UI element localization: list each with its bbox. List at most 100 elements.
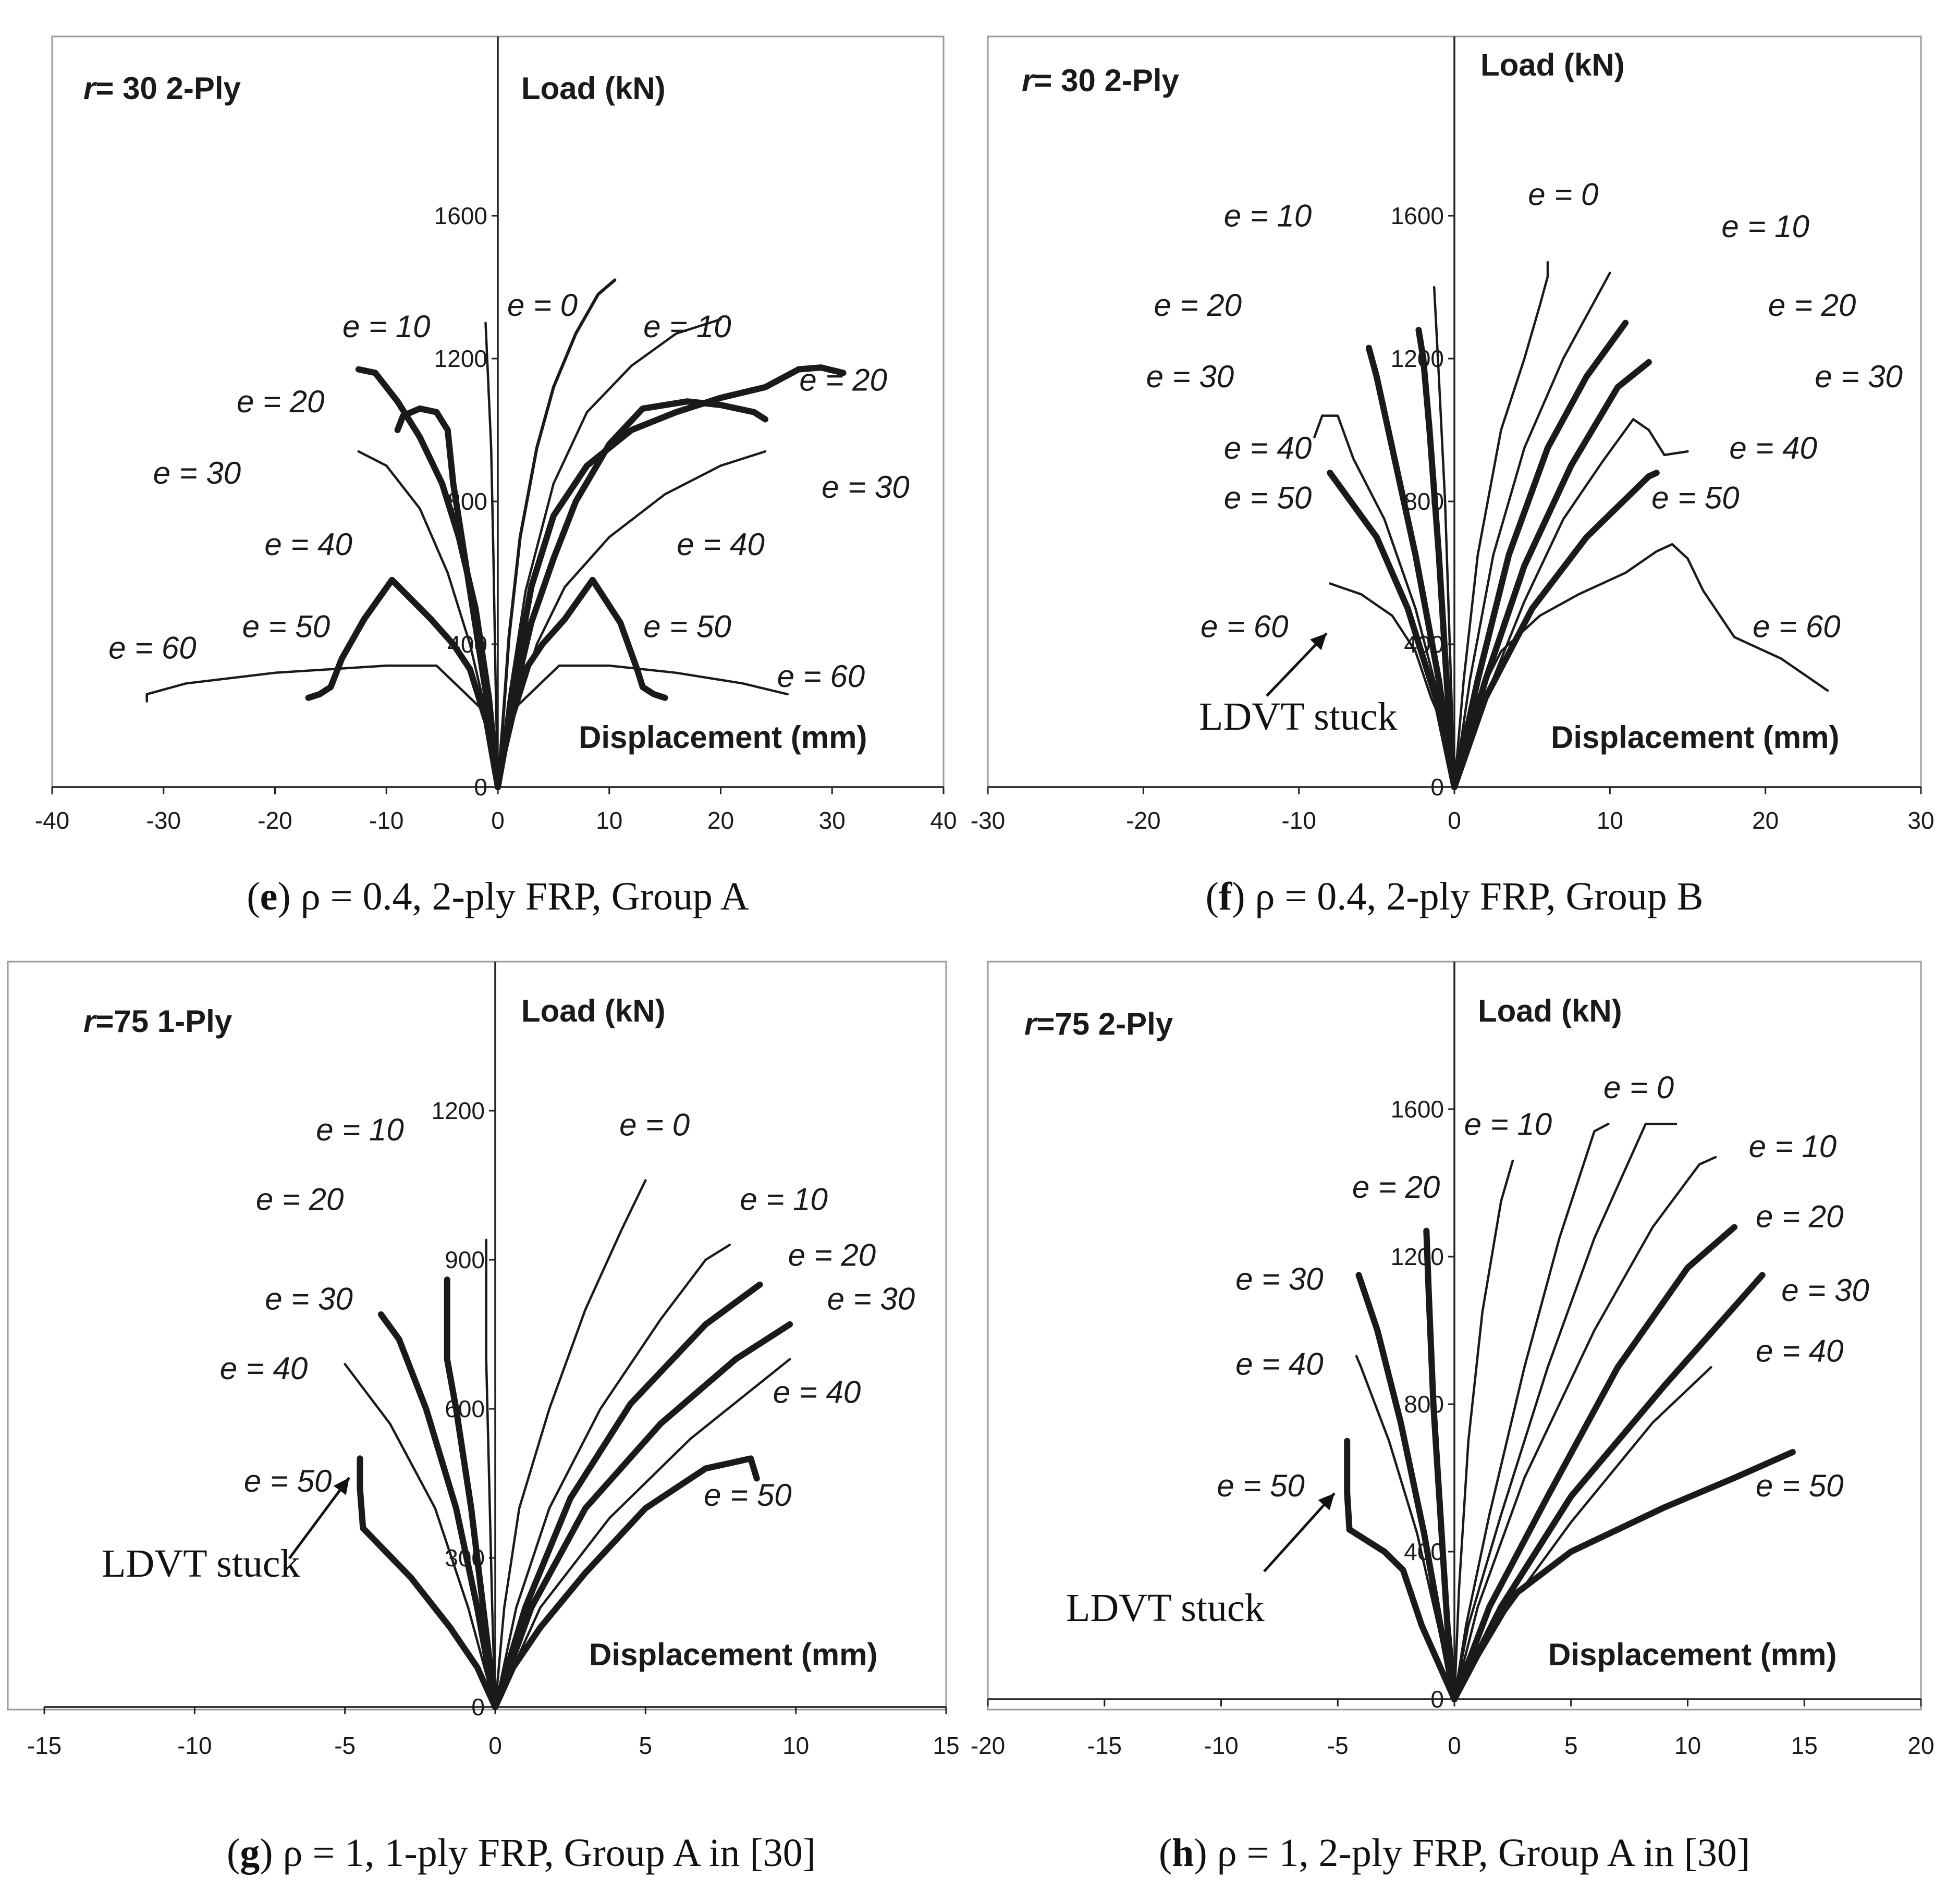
x-tick-label: -40 [35,807,69,834]
series-line-left [1344,1438,1458,1702]
curve-label: e = 60 [777,659,865,694]
curve-label: e = 50 [1756,1468,1844,1503]
y-axis-title: Load (kN) [521,71,666,106]
caption-text: ρ = 0.4, 2-ply FRP, Group A [301,875,749,918]
curve-label: e = 60 [1753,609,1841,644]
curve-label: e = 20 [1352,1170,1440,1205]
y-axis-title: Load (kN) [521,993,666,1028]
y-tick-label: 0 [1430,773,1444,801]
curve-label: e = 50 [1651,481,1740,515]
series-line-left [444,1276,498,1710]
series-line-right [1451,470,1660,790]
x-axis-title: Displacement (mm) [1551,720,1839,755]
panel-title: r= 30 2-Ply [83,71,241,106]
curve-label: e = 10 [342,309,431,344]
y-tick-label: 0 [474,773,487,801]
curve-label: e = 30 [827,1281,915,1316]
annotation-arrow [1263,1492,1336,1573]
series-line-right [1451,359,1652,790]
curve-label: e = 40 [1235,1346,1324,1381]
curve-label: e = 20 [256,1182,344,1217]
series-line-right [496,278,617,789]
x-tick-label: -10 [369,807,403,834]
caption-text: ρ = 0.4, 2-ply FRP, Group B [1255,875,1704,918]
curve-label: e = 0 [619,1108,690,1143]
plot-frame [7,961,947,1711]
series-line-right [1451,1449,1796,1702]
curve-label: e = 30 [265,1281,353,1316]
series-line-right [1451,320,1629,790]
curve-label: e = 40 [220,1351,308,1386]
x-tick-label: 15 [933,1732,959,1759]
x-axis-title: Displacement (mm) [579,720,867,755]
x-tick-label: -20 [1126,807,1160,834]
panel-title-r: r [1024,1006,1038,1041]
panel-title-r: r [83,71,97,106]
x-tick-label: -5 [334,1732,356,1759]
x-tick-label: 0 [491,807,505,834]
panel-caption: (e) ρ = 0.4, 2-ply FRP, Group A [247,875,749,918]
y-tick-label: 1200 [1391,1243,1444,1270]
curve-label: e = 20 [1756,1199,1844,1234]
x-tick-label: 10 [782,1732,809,1759]
curve-label: e = 40 [1224,431,1312,465]
series-line-right [492,1281,763,1710]
series-line-left [485,1238,497,1709]
annotation-arrowhead [333,1478,349,1495]
panel-caption: (h) ρ = 1, 2-ply FRP, Group A in [30] [1159,1831,1750,1875]
series-line-right [1453,1123,1678,1701]
series-line-right [495,364,847,790]
panel-title-rest: =75 1-Ply [95,1004,232,1039]
series-line-right [1453,272,1611,789]
panel-caption: (f) ρ = 0.4, 2-ply FRP, Group B [1206,875,1704,918]
y-axis-title: Load (kN) [1480,47,1625,82]
curve-label: e = 30 [822,470,910,505]
y-tick-label: 1600 [434,202,487,229]
curve-label: e = 50 [1217,1468,1305,1503]
caption-paren: ( [1206,875,1219,918]
x-tick-label: -15 [1087,1732,1122,1759]
y-tick-label: 900 [445,1246,485,1273]
y-tick-label: 1200 [1391,345,1444,372]
caption-paren: ( [227,1831,240,1875]
series-line-right [494,1358,791,1709]
panel-title-rest: = 30 2-Ply [95,71,241,106]
y-tick-label: 0 [1430,1686,1444,1713]
x-tick-label: 0 [1448,807,1461,834]
curve-label: e = 50 [704,1478,792,1513]
series-line-left [1423,1227,1458,1702]
x-tick-label: 5 [1564,1732,1578,1759]
series-line-right [1453,1156,1717,1701]
panel-title-r: r [1022,63,1036,98]
curve-label: e = 40 [773,1375,861,1410]
caption-paren: ( [1159,1831,1172,1875]
curve-label: e = 10 [1464,1107,1552,1142]
x-tick-label: 10 [1597,807,1623,834]
curve-label: e = 20 [237,384,325,419]
caption-paren: ) [1232,875,1255,918]
series-line-left [145,664,499,789]
y-tick-label: 1200 [432,1097,485,1124]
x-tick-label: 20 [1907,1732,1934,1759]
caption-text: ρ = 1, 1-ply FRP, Group A in [30] [283,1831,816,1875]
x-tick-label: -15 [27,1732,62,1759]
curve-label: e = 30 [1815,359,1903,394]
x-tick-label: 0 [488,1732,502,1759]
series-line-left [344,1362,497,1709]
y-tick-label: 0 [471,1693,485,1721]
annotation-arrowhead [1310,633,1327,650]
series-line-right [495,398,768,790]
x-tick-label: 40 [930,807,957,834]
y-axis-title: Load (kN) [1478,993,1622,1028]
x-tick-label: 5 [639,1732,653,1759]
series-line-left [377,1311,498,1710]
y-tick-label: 600 [445,1395,485,1422]
curve-label: e = 50 [242,609,330,644]
series-line-left [484,322,499,789]
x-tick-label: -10 [1281,807,1316,834]
series-line-left [1313,414,1456,789]
annotation-arrowhead [1318,1493,1334,1510]
curve-label: e = 60 [108,630,197,665]
